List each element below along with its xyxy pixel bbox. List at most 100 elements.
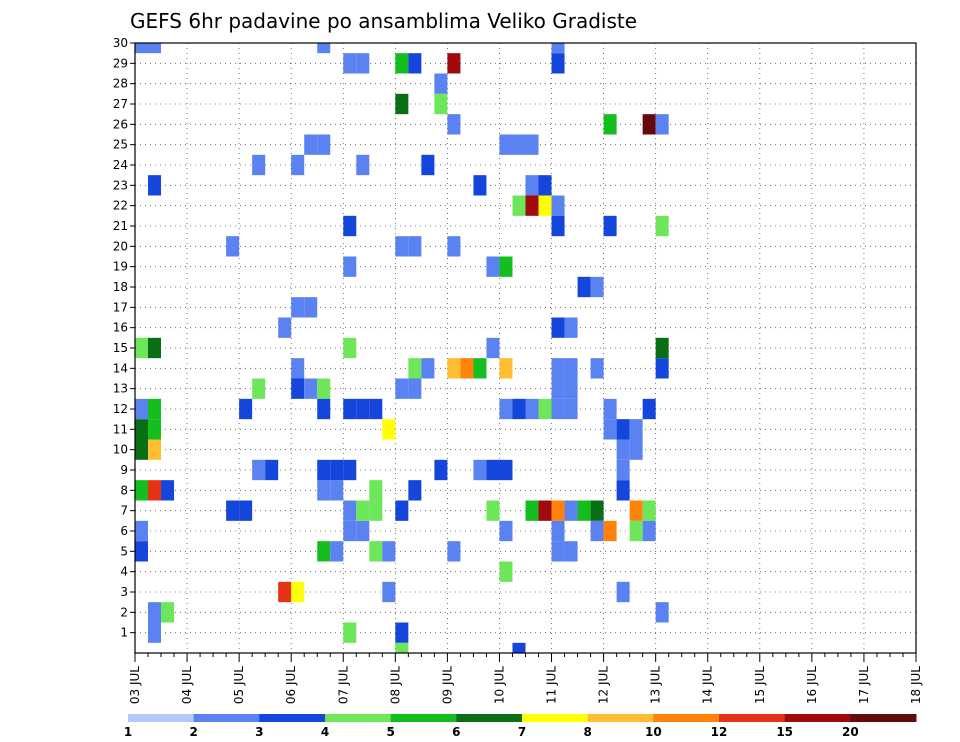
- x-tick-label: 11 JUL: [545, 666, 559, 704]
- y-tick-label: 21: [113, 219, 128, 233]
- heatmap-cell: [356, 53, 370, 74]
- chart-title: GEFS 6hr padavine po ansamblima Veliko G…: [130, 9, 637, 33]
- heatmap-cell: [304, 378, 318, 399]
- x-tick-label: 08 JUL: [388, 666, 402, 704]
- x-tick-label: 17 JUL: [857, 666, 871, 704]
- colorbar-swatch: [850, 714, 917, 722]
- heatmap-cell: [356, 500, 370, 521]
- heatmap-cell: [551, 215, 565, 237]
- heatmap-cell: [395, 93, 409, 115]
- heatmap-cell: [317, 480, 331, 501]
- colorbar-label: 6: [452, 725, 460, 739]
- y-tick-label: 16: [113, 321, 128, 335]
- heatmap-cell: [161, 480, 175, 501]
- y-tick-label: 5: [120, 544, 128, 558]
- heatmap-cell: [369, 480, 383, 501]
- heatmap-cell: [460, 358, 474, 379]
- heatmap-cell: [421, 154, 435, 176]
- heatmap-cell: [317, 43, 331, 54]
- y-tick-label: 19: [113, 260, 128, 274]
- heatmap-cell: [239, 398, 253, 420]
- x-tick-label: 05 JUL: [232, 666, 246, 704]
- heatmap-cell: [603, 114, 617, 135]
- heatmap-cell: [603, 215, 617, 237]
- heatmap-cell: [525, 134, 539, 155]
- heatmap-cell: [317, 398, 331, 420]
- colorbar-label: 12: [711, 725, 728, 739]
- heatmap-cell: [343, 215, 357, 237]
- heatmap-cell: [603, 398, 617, 420]
- heatmap-cell: [304, 134, 318, 155]
- heatmap-cell: [538, 195, 552, 216]
- y-axis: 1234567891011121314151617181920212223242…: [113, 36, 135, 640]
- heatmap-cell: [616, 459, 630, 481]
- heatmap-cell: [642, 114, 656, 135]
- heatmap-cell: [629, 520, 643, 542]
- heatmap-cell: [564, 541, 578, 562]
- heatmap-cell: [148, 175, 162, 196]
- heatmap-cell: [395, 642, 409, 653]
- heatmap-cell: [525, 195, 539, 216]
- heatmap-cell: [551, 53, 565, 74]
- colorbar-swatch: [390, 714, 457, 722]
- heatmap-cell: [551, 398, 565, 420]
- heatmap-cell: [408, 358, 422, 379]
- colorbar-swatch: [719, 714, 786, 722]
- heatmap-cell: [395, 500, 409, 521]
- heatmap-cell: [317, 541, 331, 562]
- heatmap-cell: [447, 53, 461, 74]
- heatmap-cell: [395, 378, 409, 399]
- heatmap-cell: [382, 581, 396, 603]
- heatmap-cell: [538, 500, 552, 521]
- heatmap-cell: [408, 53, 422, 74]
- heatmap-cell: [148, 602, 162, 623]
- heatmap-cell: [291, 358, 305, 379]
- heatmap-cell: [473, 459, 487, 481]
- heatmap-cell: [564, 317, 578, 338]
- heatmap-cell: [135, 419, 149, 440]
- heatmap-cell: [655, 114, 669, 135]
- heatmap-cell: [317, 378, 331, 399]
- y-tick-label: 4: [120, 565, 128, 579]
- heatmap-cell: [486, 500, 500, 521]
- y-tick-label: 24: [113, 158, 128, 172]
- heatmap-cell: [291, 297, 305, 318]
- y-tick-label: 26: [113, 117, 128, 131]
- colorbar-label: 10: [645, 725, 662, 739]
- y-tick-label: 18: [113, 280, 128, 294]
- heatmap-cell: [434, 73, 448, 94]
- y-tick-label: 8: [120, 483, 128, 497]
- heatmap-cell: [538, 175, 552, 196]
- colorbar-label: 4: [321, 725, 329, 739]
- heatmap-cells: [135, 43, 669, 653]
- heatmap-cell: [148, 622, 162, 643]
- colorbar-label: 7: [518, 725, 526, 739]
- heatmap-cell: [382, 541, 396, 562]
- heatmap-cell: [447, 541, 461, 562]
- heatmap-cell: [148, 439, 162, 460]
- x-tick-label: 12 JUL: [597, 666, 611, 704]
- heatmap-cell: [655, 358, 669, 379]
- heatmap-cell: [551, 520, 565, 542]
- heatmap-cell: [525, 398, 539, 420]
- heatmap-cell: [590, 276, 604, 298]
- heatmap-cell: [291, 154, 305, 176]
- heatmap-cell: [629, 439, 643, 460]
- y-tick-label: 23: [113, 178, 128, 192]
- heatmap-cell: [447, 358, 461, 379]
- y-tick-label: 11: [113, 422, 128, 436]
- heatmap-cell: [408, 480, 422, 501]
- heatmap-cell: [408, 378, 422, 399]
- heatmap-cell: [447, 236, 461, 257]
- heatmap-cell: [369, 541, 383, 562]
- heatmap-cell: [616, 419, 630, 440]
- heatmap-cell: [395, 53, 409, 74]
- heatmap-cell: [369, 398, 383, 420]
- colorbar-label: 2: [189, 725, 197, 739]
- heatmap-cell: [148, 398, 162, 420]
- heatmap-cell: [590, 358, 604, 379]
- heatmap-cell: [603, 419, 617, 440]
- heatmap-cell: [525, 500, 539, 521]
- heatmap-cell: [330, 480, 344, 501]
